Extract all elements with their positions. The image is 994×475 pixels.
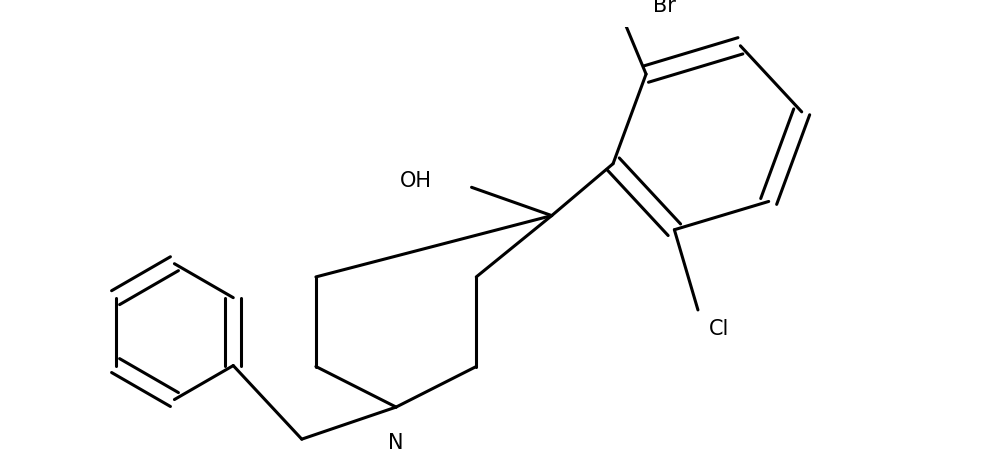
- Text: N: N: [388, 433, 404, 453]
- Text: Br: Br: [652, 0, 675, 16]
- Text: Cl: Cl: [709, 319, 729, 339]
- Text: OH: OH: [400, 171, 431, 190]
